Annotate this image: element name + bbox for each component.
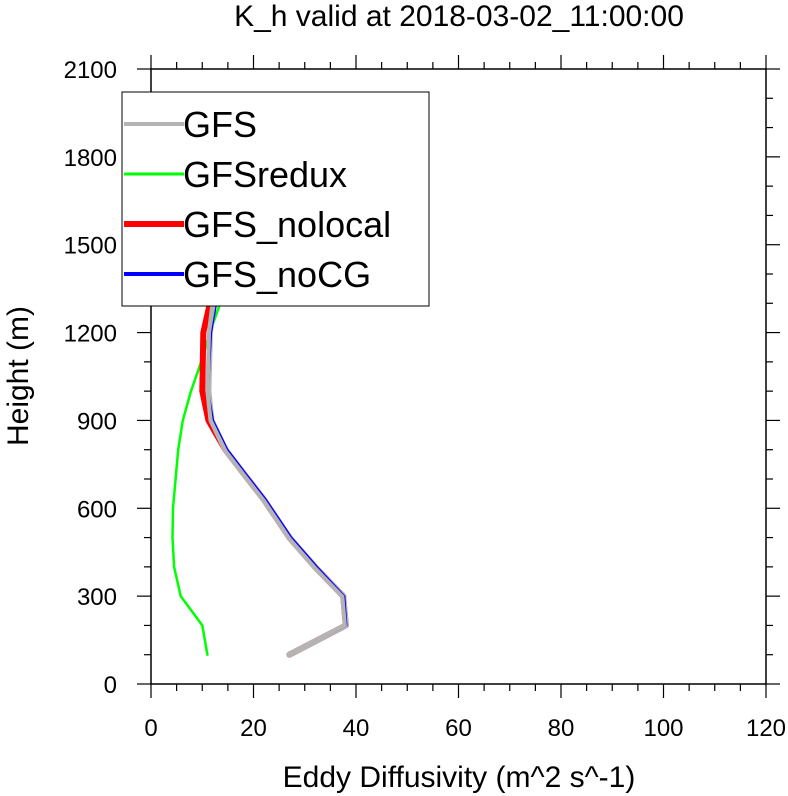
y-tick-label: 1800 <box>64 145 117 172</box>
y-tick-label: 1500 <box>64 233 117 260</box>
x-axis-label: Eddy Diffusivity (m^2 s^-1) <box>283 761 636 794</box>
x-tick-label: 20 <box>240 715 267 742</box>
x-tick-label: 120 <box>746 715 786 742</box>
legend-label-gfsredux: GFSredux <box>183 154 347 195</box>
legend-items: GFS GFSredux GFS_nolocal GFS_noCG <box>124 104 391 295</box>
y-tick-label: 2100 <box>64 57 117 84</box>
x-tick-label: 60 <box>445 715 472 742</box>
legend: GFS GFSredux GFS_nolocal GFS_noCG <box>121 91 430 307</box>
y-tick-label: 900 <box>77 408 117 435</box>
y-tick-label: 1200 <box>64 321 117 348</box>
x-tick-label: 100 <box>643 715 683 742</box>
legend-label-gfs-nocg: GFS_noCG <box>183 254 371 295</box>
y-tick-label: 600 <box>77 496 117 523</box>
y-tick-label: 300 <box>77 584 117 611</box>
y-axis-label: Height (m) <box>2 306 35 446</box>
legend-label-gfs: GFS <box>183 104 257 145</box>
x-tick-label: 80 <box>548 715 575 742</box>
x-tick-label: 0 <box>144 715 157 742</box>
legend-box <box>121 91 430 307</box>
chart-title: K_h valid at 2018-03-02_11:00:00 <box>234 0 684 33</box>
tick-labels: 0 20 40 60 80 100 1200300600900120015001800210… <box>64 57 786 742</box>
y-tick-label: 0 <box>104 672 117 699</box>
legend-label-gfs-nolocal: GFS_nolocal <box>183 204 391 245</box>
x-tick-label: 40 <box>343 715 370 742</box>
